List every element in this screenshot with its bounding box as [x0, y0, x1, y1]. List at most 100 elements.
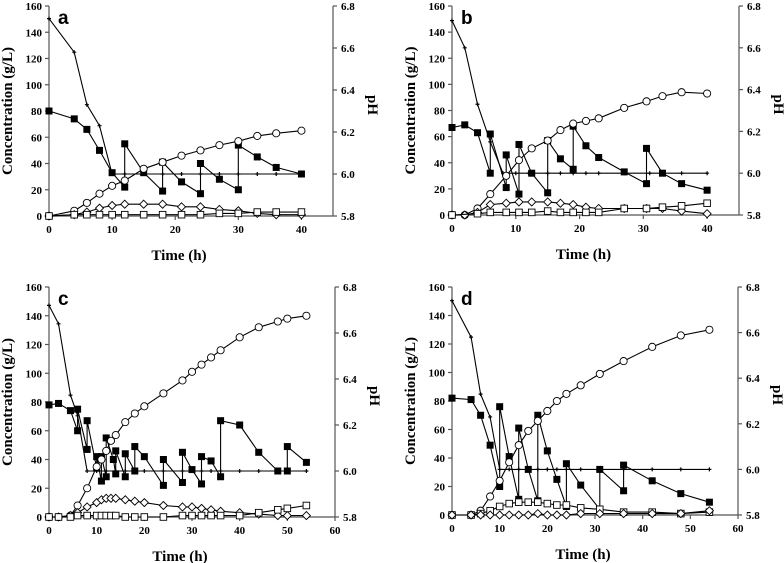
data-point	[139, 199, 149, 209]
data-point	[235, 333, 244, 342]
y-tick-label: 0	[37, 211, 43, 223]
y2-tick-label: 6.8	[747, 1, 761, 13]
panel-label: b	[461, 8, 473, 29]
data-point	[273, 317, 282, 326]
y-axis-label: Concentration (g/L)	[403, 337, 419, 465]
x-tick-label: 0	[449, 223, 455, 235]
data-point	[207, 457, 215, 465]
data-point	[102, 446, 111, 455]
y-tick-label: 100	[429, 79, 446, 91]
data-point	[502, 151, 510, 159]
data-point	[216, 511, 225, 520]
data-point	[234, 137, 243, 146]
data-point	[569, 165, 577, 173]
data-point	[254, 323, 263, 332]
x-tick-label: 40	[234, 525, 246, 537]
series-line	[451, 202, 708, 216]
panel-b: 0 20 40 60 80 100 120 140 160 5.8 6.0 6.2 6.4 6.6 6.8 0…	[403, 1, 784, 263]
data-point	[47, 16, 51, 21]
y2-tick-label: 5.8	[343, 512, 357, 524]
data-point	[111, 431, 120, 440]
data-point	[486, 169, 494, 177]
data-point	[618, 508, 629, 519]
data-point	[495, 510, 505, 520]
data-point	[505, 458, 514, 467]
data-point	[120, 495, 130, 505]
data-point	[196, 190, 204, 198]
data-point	[658, 203, 667, 211]
data-point	[678, 180, 686, 188]
data-point	[502, 171, 511, 180]
data-point	[543, 207, 552, 215]
x-tick-label: 40	[296, 224, 308, 236]
data-point	[581, 116, 590, 125]
panel-label: c	[58, 289, 69, 310]
x-tick-label: 30	[187, 525, 199, 537]
data-point	[462, 45, 467, 50]
data-point	[68, 393, 73, 398]
data-point	[450, 18, 454, 23]
y2-tick-label: 6.2	[747, 126, 761, 138]
data-point	[273, 510, 283, 521]
data-point	[66, 407, 74, 415]
data-point	[620, 487, 628, 495]
y2-tick-label: 6.4	[746, 373, 760, 385]
data-point	[515, 208, 523, 217]
data-point	[66, 513, 75, 521]
data-point	[112, 470, 120, 478]
data-point	[196, 210, 205, 219]
data-point	[555, 198, 566, 208]
data-point	[577, 481, 585, 489]
data-point	[648, 477, 656, 485]
data-point	[594, 208, 603, 217]
data-point	[486, 190, 495, 199]
y-tick-label: 60	[434, 425, 446, 437]
data-point	[583, 171, 588, 176]
y2-tick-label: 6.4	[343, 374, 357, 386]
y-tick-label: 140	[429, 27, 446, 39]
data-point	[196, 503, 207, 514]
y2-tick-label: 6.8	[746, 282, 760, 294]
data-point	[475, 102, 480, 107]
data-point	[207, 353, 216, 362]
data-point	[106, 436, 116, 445]
y-tick-label: 140	[26, 27, 43, 39]
y2-tick-label: 5.8	[746, 510, 760, 522]
data-point	[131, 443, 139, 451]
data-point	[139, 210, 148, 219]
data-point	[178, 479, 186, 486]
data-point	[45, 513, 53, 521]
y-axis-label: Concentration (g/L)	[403, 47, 419, 175]
y2-tick-label: 5.8	[747, 210, 761, 222]
data-point	[215, 209, 224, 218]
data-point	[142, 469, 147, 473]
panel-c: 0 20 40 60 80 100 120 140 160 5.8 6.0 6.2 6.4 6.6 6.8 0…	[0, 282, 382, 563]
x-tick-label: 20	[574, 223, 586, 235]
data-point	[676, 508, 686, 519]
data-point	[545, 467, 550, 472]
x-tick-label: 30	[638, 223, 650, 235]
data-point	[467, 396, 475, 404]
data-point	[74, 427, 82, 435]
data-point	[139, 497, 149, 508]
data-point	[159, 513, 168, 521]
data-point	[253, 131, 262, 140]
series-open-diamond	[447, 506, 715, 520]
data-point	[556, 126, 565, 135]
series-open-circle	[447, 88, 712, 220]
data-point	[83, 445, 91, 453]
data-point	[256, 469, 261, 473]
data-point	[209, 469, 214, 473]
data-point	[73, 501, 82, 510]
data-point	[576, 381, 585, 390]
x-tick-label: 30	[590, 523, 602, 535]
y-tick-label: 120	[26, 340, 43, 352]
data-point	[505, 499, 513, 508]
data-point	[120, 210, 129, 219]
y-tick-label: 120	[429, 339, 446, 351]
data-point	[486, 441, 494, 449]
y2-tick-label: 6.0	[746, 464, 760, 476]
data-point	[130, 409, 139, 418]
data-point	[515, 424, 523, 432]
data-point	[178, 376, 187, 385]
